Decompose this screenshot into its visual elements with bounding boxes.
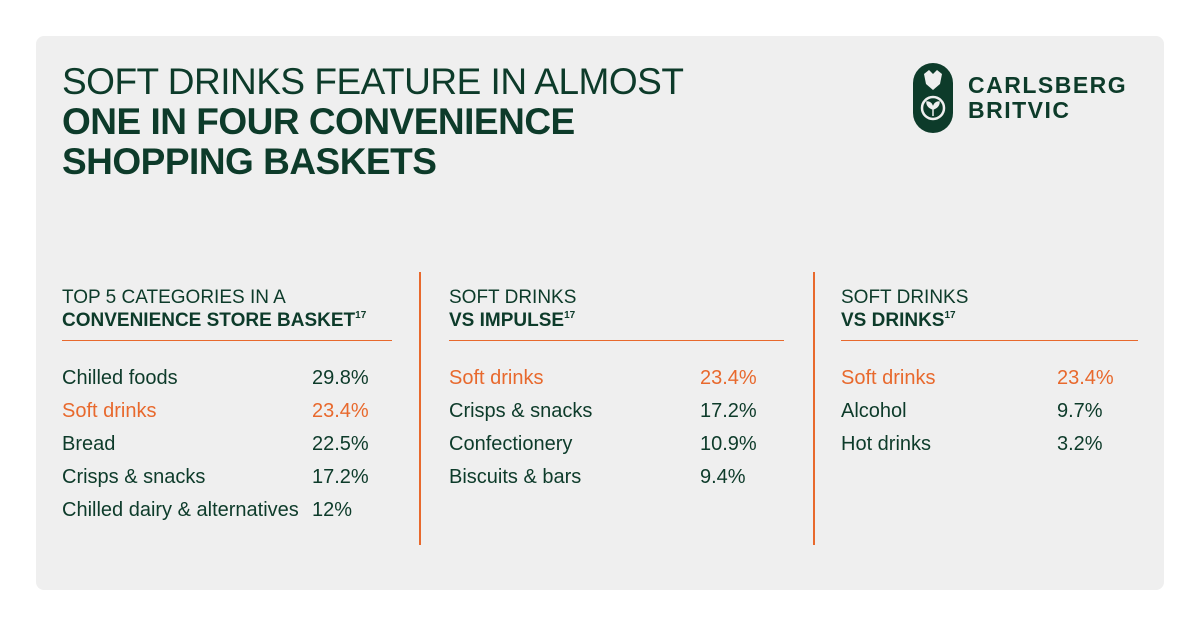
row: Soft drinks 23.4%: [62, 400, 392, 422]
row-value: 23.4%: [312, 400, 369, 422]
row: Alcohol 9.7%: [841, 400, 1138, 422]
row-value: 12%: [312, 499, 353, 521]
heading-bold-text: VS DRINKS: [841, 310, 945, 331]
logo: CARLSBERG BRITVIC: [912, 62, 1127, 134]
column-heading: SOFT DRINKS VS IMPULSE17: [449, 286, 784, 341]
logo-line: BRITVIC: [968, 97, 1071, 123]
rows: Soft drinks 23.4% Alcohol 9.7% Hot drinks 3.2…: [841, 367, 1138, 455]
column: TOP 5 CATEGORIES IN A CONVENIENCE STORE B…: [62, 286, 392, 532]
logo-icon: [913, 63, 953, 133]
heading-bold-text: VS IMPULSE: [449, 310, 565, 331]
row-label: Confectionery: [449, 433, 573, 455]
footnote: 17: [355, 310, 367, 321]
row-label: Soft drinks: [62, 400, 157, 422]
row: Chilled foods 29.8%: [62, 367, 392, 389]
row: Bread 22.5%: [62, 433, 392, 455]
column: SOFT DRINKS VS DRINKS17 Soft drinks 23.4% Al…: [841, 286, 1138, 466]
row: Crisps & snacks 17.2%: [449, 400, 784, 422]
heading-light: SOFT DRINKS: [841, 287, 969, 308]
row-value: 10.9%: [700, 433, 757, 455]
row-value: 3.2%: [1057, 433, 1103, 455]
card: SOFT DRINKS FEATURE IN ALMOST ONE IN FOU…: [36, 36, 1164, 590]
logo-line: CARLSBERG: [968, 72, 1128, 98]
heading-bold: VS IMPULSE17: [449, 309, 784, 332]
row-value: 29.8%: [312, 367, 369, 389]
row-label: Bread: [62, 433, 116, 455]
title-bold: ONE IN FOUR CONVENIENCE SHOPPING BASKETS: [62, 101, 575, 182]
heading-bold: VS DRINKS17: [841, 309, 1138, 332]
row: Soft drinks 23.4%: [841, 367, 1138, 389]
logo-text: CARLSBERG BRITVIC: [968, 73, 1127, 123]
row-label: Soft drinks: [449, 367, 544, 389]
row-value: 9.7%: [1057, 400, 1103, 422]
column-heading: TOP 5 CATEGORIES IN A CONVENIENCE STORE B…: [62, 286, 392, 341]
heading-light: SOFT DRINKS: [449, 287, 577, 308]
heading-light: TOP 5 CATEGORIES IN A: [62, 287, 286, 308]
divider: [813, 272, 815, 545]
title-light: SOFT DRINKS FEATURE IN ALMOST: [62, 61, 684, 102]
row-value: 9.4%: [700, 466, 746, 488]
row-value: 23.4%: [1057, 367, 1114, 389]
rows: Chilled foods 29.8% Soft drinks 23.4% Bread 2…: [62, 367, 392, 521]
title: SOFT DRINKS FEATURE IN ALMOST ONE IN FOU…: [62, 61, 684, 182]
heading-bold-text: CONVENIENCE STORE BASKET: [62, 310, 356, 331]
row-label: Alcohol: [841, 400, 907, 422]
row-value: 17.2%: [312, 466, 369, 488]
row-label: Chilled dairy & alternatives: [62, 499, 299, 521]
row-label: Soft drinks: [841, 367, 936, 389]
row: Confectionery 10.9%: [449, 433, 784, 455]
divider: [419, 272, 421, 545]
column: SOFT DRINKS VS IMPULSE17 Soft drinks 23.4% C…: [449, 286, 784, 499]
row: Hot drinks 3.2%: [841, 433, 1138, 455]
row: Biscuits & bars 9.4%: [449, 466, 784, 488]
row-label: Biscuits & bars: [449, 466, 582, 488]
row-value: 23.4%: [700, 367, 757, 389]
row: Crisps & snacks 17.2%: [62, 466, 392, 488]
row-label: Hot drinks: [841, 433, 932, 455]
footnote: 17: [944, 310, 956, 321]
row: Chilled dairy & alternatives 12%: [62, 499, 392, 521]
heading-bold: CONVENIENCE STORE BASKET17: [62, 309, 392, 332]
rows: Soft drinks 23.4% Crisps & snacks 17.2% Conf…: [449, 367, 784, 488]
row-value: 17.2%: [700, 400, 757, 422]
column-heading: SOFT DRINKS VS DRINKS17: [841, 286, 1138, 341]
row-label: Crisps & snacks: [449, 400, 593, 422]
footnote: 17: [564, 310, 576, 321]
row-label: Chilled foods: [62, 367, 178, 389]
row-label: Crisps & snacks: [62, 466, 206, 488]
row: Soft drinks 23.4%: [449, 367, 784, 389]
row-value: 22.5%: [312, 433, 369, 455]
